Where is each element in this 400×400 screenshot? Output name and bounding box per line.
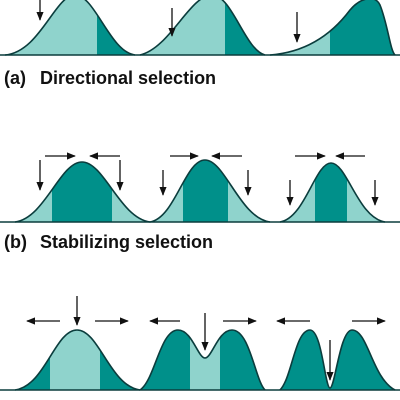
- panel-title: Stabilizing selection: [40, 232, 213, 252]
- panel-b: (b) Stabilizing selection: [0, 152, 400, 252]
- panel-a: (a) Directional selection: [0, 0, 400, 88]
- panel-c: [0, 296, 400, 391]
- panel-label: (a): [4, 68, 26, 88]
- panel-title: Directional selection: [40, 68, 216, 88]
- panel-label: (b): [4, 232, 27, 252]
